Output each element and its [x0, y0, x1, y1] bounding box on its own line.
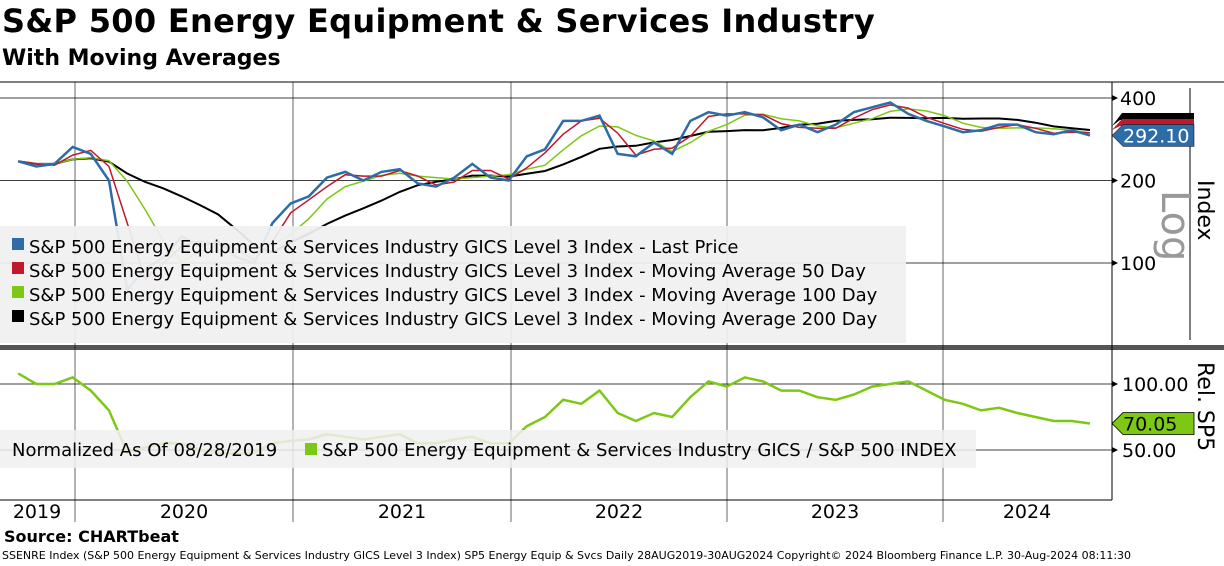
tick-arrow — [1112, 177, 1118, 184]
x-tick-label: 2020 — [160, 501, 208, 523]
panel-divider — [0, 345, 1224, 350]
legend-swatch — [305, 443, 317, 455]
lower-legend-box — [0, 430, 976, 468]
legend-swatch — [12, 310, 24, 322]
log-scale-label: Log — [1152, 190, 1198, 261]
y-tick-label-lower: 50.00 — [1122, 440, 1176, 462]
last-price-tag — [1111, 124, 1195, 147]
tick-arrow — [1112, 260, 1118, 266]
chart-subtitle: With Moving Averages — [2, 46, 281, 71]
legend-swatch — [12, 262, 24, 274]
tick-arrow — [1112, 95, 1118, 101]
x-tick-label: 2022 — [595, 501, 643, 523]
y-axis-title-lower: Rel. SP5 — [1192, 362, 1217, 451]
legend-label: S&P 500 Energy Equipment & Services Indu… — [29, 261, 866, 282]
y-tick-label: 100 — [1120, 253, 1156, 275]
x-tick-label: 2019 — [13, 501, 61, 523]
series-ma200-line — [18, 116, 1091, 254]
x-tick-label: 2023 — [811, 501, 859, 523]
legend-label: S&P 500 Energy Equipment & Services Indu… — [29, 309, 878, 330]
last-price-value: 292.10 — [1123, 125, 1189, 147]
x-tick-label: 2021 — [378, 501, 426, 523]
upper-legend-box — [0, 226, 906, 343]
legend-label: S&P 500 Energy Equipment & Services Indu… — [322, 440, 957, 461]
relative-value: 70.05 — [1123, 414, 1177, 436]
lower-legend-prefix: Normalized As Of 08/28/2019 — [12, 440, 277, 461]
footer-text: SSENRE Index (S&P 500 Energy Equipment &… — [2, 549, 1132, 562]
y-tick-label: 200 — [1120, 171, 1156, 193]
relative-tag — [1111, 412, 1195, 435]
tick-arrow — [1112, 381, 1118, 387]
x-tick-label: 2024 — [1003, 501, 1051, 523]
chart-title: S&P 500 Energy Equipment & Services Indu… — [2, 2, 876, 40]
y-axis-title-upper: Index — [1192, 180, 1217, 241]
y-tick-label-lower: 100.00 — [1122, 374, 1188, 396]
legend-label: S&P 500 Energy Equipment & Services Indu… — [29, 237, 738, 258]
source-label: Source: CHARTbeat — [4, 527, 179, 546]
legend-label: S&P 500 Energy Equipment & Services Indu… — [29, 285, 878, 306]
tick-arrow — [1112, 447, 1118, 453]
legend-swatch — [12, 286, 24, 298]
y-tick-label: 400 — [1120, 88, 1156, 110]
legend-swatch — [12, 238, 24, 250]
